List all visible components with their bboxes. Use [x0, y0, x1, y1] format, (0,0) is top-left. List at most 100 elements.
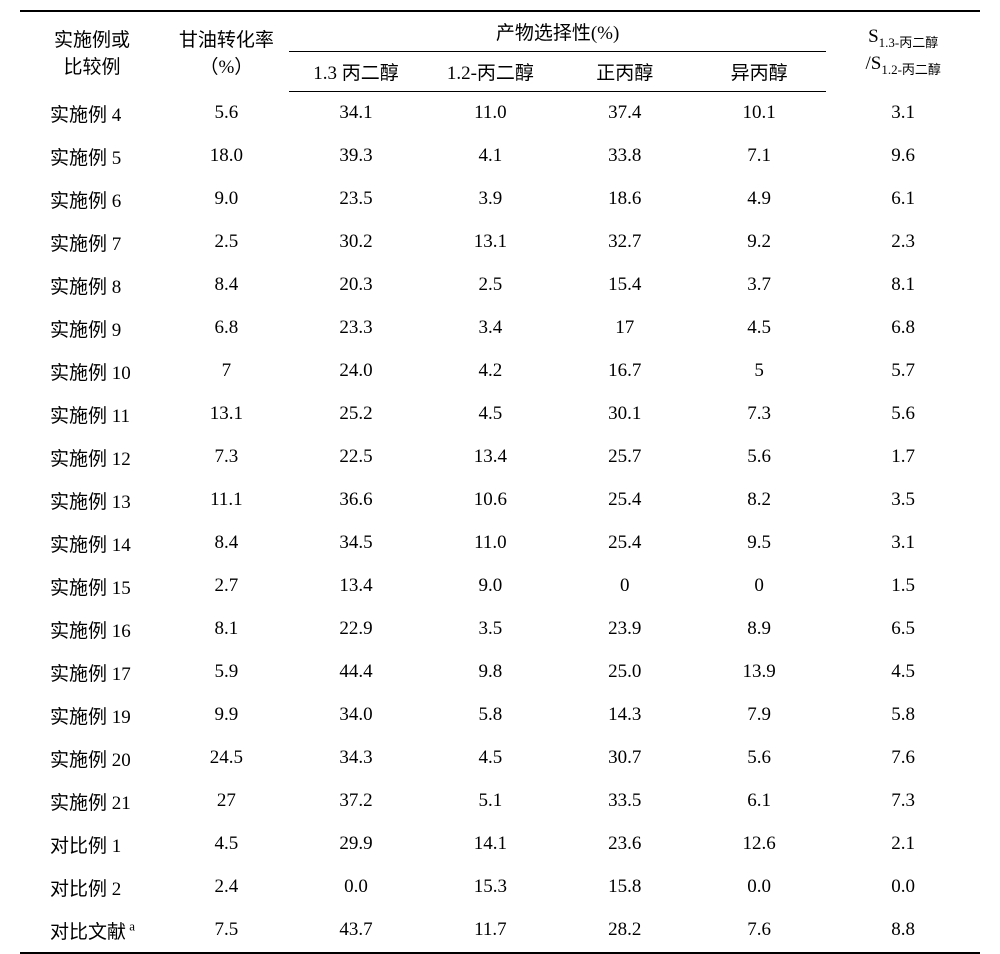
table-row: 实施例 127.322.513.425.75.61.7 — [20, 436, 980, 479]
cell-npoh: 33.8 — [558, 135, 692, 178]
cell-label: 实施例 14 — [20, 522, 164, 565]
cell-conversion: 8.4 — [164, 264, 289, 307]
cell-s12: 11.0 — [423, 92, 557, 135]
cell-s12: 5.1 — [423, 780, 557, 823]
cell-s13: 25.2 — [289, 393, 423, 436]
table-row: 对比例 22.40.015.315.80.00.0 — [20, 866, 980, 909]
cell-ratio: 5.6 — [826, 393, 980, 436]
cell-label: 实施例 19 — [20, 694, 164, 737]
cell-s12: 9.0 — [423, 565, 557, 608]
cell-s13: 39.3 — [289, 135, 423, 178]
cell-npoh: 28.2 — [558, 909, 692, 953]
cell-ratio: 3.5 — [826, 479, 980, 522]
header-ratio: S1.3-丙二醇 /S1.2-丙二醇 — [826, 11, 980, 92]
table-row: 对比例 14.529.914.123.612.62.1 — [20, 823, 980, 866]
cell-conversion: 27 — [164, 780, 289, 823]
table-row: 实施例 175.944.49.825.013.94.5 — [20, 651, 980, 694]
cell-s12: 11.0 — [423, 522, 557, 565]
cell-ipoh: 0 — [692, 565, 826, 608]
cell-label: 实施例 15 — [20, 565, 164, 608]
table-row: 实施例 69.023.53.918.64.96.1 — [20, 178, 980, 221]
cell-label: 实施例 4 — [20, 92, 164, 135]
cell-conversion: 9.0 — [164, 178, 289, 221]
ratio-num-sub: 1.3-丙二醇 — [879, 35, 939, 50]
cell-ipoh: 3.7 — [692, 264, 826, 307]
cell-s12: 5.8 — [423, 694, 557, 737]
cell-s12: 4.2 — [423, 350, 557, 393]
cell-s13: 20.3 — [289, 264, 423, 307]
cell-s13: 23.5 — [289, 178, 423, 221]
cell-label: 实施例 7 — [20, 221, 164, 264]
cell-s13: 34.1 — [289, 92, 423, 135]
cell-s13: 13.4 — [289, 565, 423, 608]
cell-label: 实施例 6 — [20, 178, 164, 221]
cell-ratio: 4.5 — [826, 651, 980, 694]
cell-ratio: 5.8 — [826, 694, 980, 737]
cell-ipoh: 7.1 — [692, 135, 826, 178]
cell-ipoh: 4.9 — [692, 178, 826, 221]
cell-npoh: 25.7 — [558, 436, 692, 479]
cell-conversion: 5.6 — [164, 92, 289, 135]
cell-s12: 13.4 — [423, 436, 557, 479]
header-conversion: 甘油转化率 （%） — [164, 11, 289, 92]
cell-conversion: 7.3 — [164, 436, 289, 479]
cell-ratio: 6.8 — [826, 307, 980, 350]
cell-conversion: 2.7 — [164, 565, 289, 608]
header-example-line2: 比较例 — [63, 57, 120, 78]
table-row: 实施例 518.039.34.133.87.19.6 — [20, 135, 980, 178]
header-example-line1: 实施例或 — [54, 30, 130, 51]
cell-s13: 23.3 — [289, 307, 423, 350]
cell-s13: 37.2 — [289, 780, 423, 823]
cell-s13: 34.5 — [289, 522, 423, 565]
cell-s13: 34.3 — [289, 737, 423, 780]
label-superscript: a — [126, 918, 135, 933]
cell-ratio: 1.7 — [826, 436, 980, 479]
table-body: 实施例 45.634.111.037.410.13.1实施例 518.039.3… — [20, 92, 980, 953]
cell-ipoh: 5.6 — [692, 737, 826, 780]
cell-ratio: 0.0 — [826, 866, 980, 909]
cell-ratio: 7.6 — [826, 737, 980, 780]
cell-ratio: 2.1 — [826, 823, 980, 866]
cell-s13: 44.4 — [289, 651, 423, 694]
cell-ratio: 8.1 — [826, 264, 980, 307]
table-row: 实施例 45.634.111.037.410.13.1 — [20, 92, 980, 135]
cell-s13: 22.9 — [289, 608, 423, 651]
table-row: 实施例 148.434.511.025.49.53.1 — [20, 522, 980, 565]
cell-ipoh: 8.2 — [692, 479, 826, 522]
cell-label: 实施例 12 — [20, 436, 164, 479]
cell-label: 对比文献 a — [20, 909, 164, 953]
cell-label: 对比例 1 — [20, 823, 164, 866]
cell-s12: 4.5 — [423, 737, 557, 780]
cell-s13: 22.5 — [289, 436, 423, 479]
cell-s12: 11.7 — [423, 909, 557, 953]
table-row: 实施例 10724.04.216.755.7 — [20, 350, 980, 393]
cell-npoh: 14.3 — [558, 694, 692, 737]
cell-s13: 43.7 — [289, 909, 423, 953]
cell-label: 实施例 5 — [20, 135, 164, 178]
table-row: 实施例 72.530.213.132.79.22.3 — [20, 221, 980, 264]
subheader-npoh: 正丙醇 — [558, 52, 692, 92]
cell-ratio: 9.6 — [826, 135, 980, 178]
cell-s12: 4.1 — [423, 135, 557, 178]
cell-npoh: 15.8 — [558, 866, 692, 909]
data-table: 实施例或 比较例 甘油转化率 （%） 产物选择性(%) S1.3-丙二醇 /S1… — [20, 10, 980, 954]
table-row: 实施例 168.122.93.523.98.96.5 — [20, 608, 980, 651]
cell-s12: 3.5 — [423, 608, 557, 651]
cell-s12: 15.3 — [423, 866, 557, 909]
cell-label: 对比例 2 — [20, 866, 164, 909]
cell-label: 实施例 13 — [20, 479, 164, 522]
cell-ipoh: 0.0 — [692, 866, 826, 909]
cell-npoh: 23.6 — [558, 823, 692, 866]
cell-label: 实施例 9 — [20, 307, 164, 350]
cell-npoh: 23.9 — [558, 608, 692, 651]
cell-s12: 3.4 — [423, 307, 557, 350]
cell-ratio: 3.1 — [826, 522, 980, 565]
cell-conversion: 7 — [164, 350, 289, 393]
cell-ipoh: 5.6 — [692, 436, 826, 479]
cell-ratio: 7.3 — [826, 780, 980, 823]
cell-conversion: 7.5 — [164, 909, 289, 953]
cell-npoh: 25.0 — [558, 651, 692, 694]
cell-npoh: 16.7 — [558, 350, 692, 393]
cell-s13: 36.6 — [289, 479, 423, 522]
table-header: 实施例或 比较例 甘油转化率 （%） 产物选择性(%) S1.3-丙二醇 /S1… — [20, 11, 980, 92]
